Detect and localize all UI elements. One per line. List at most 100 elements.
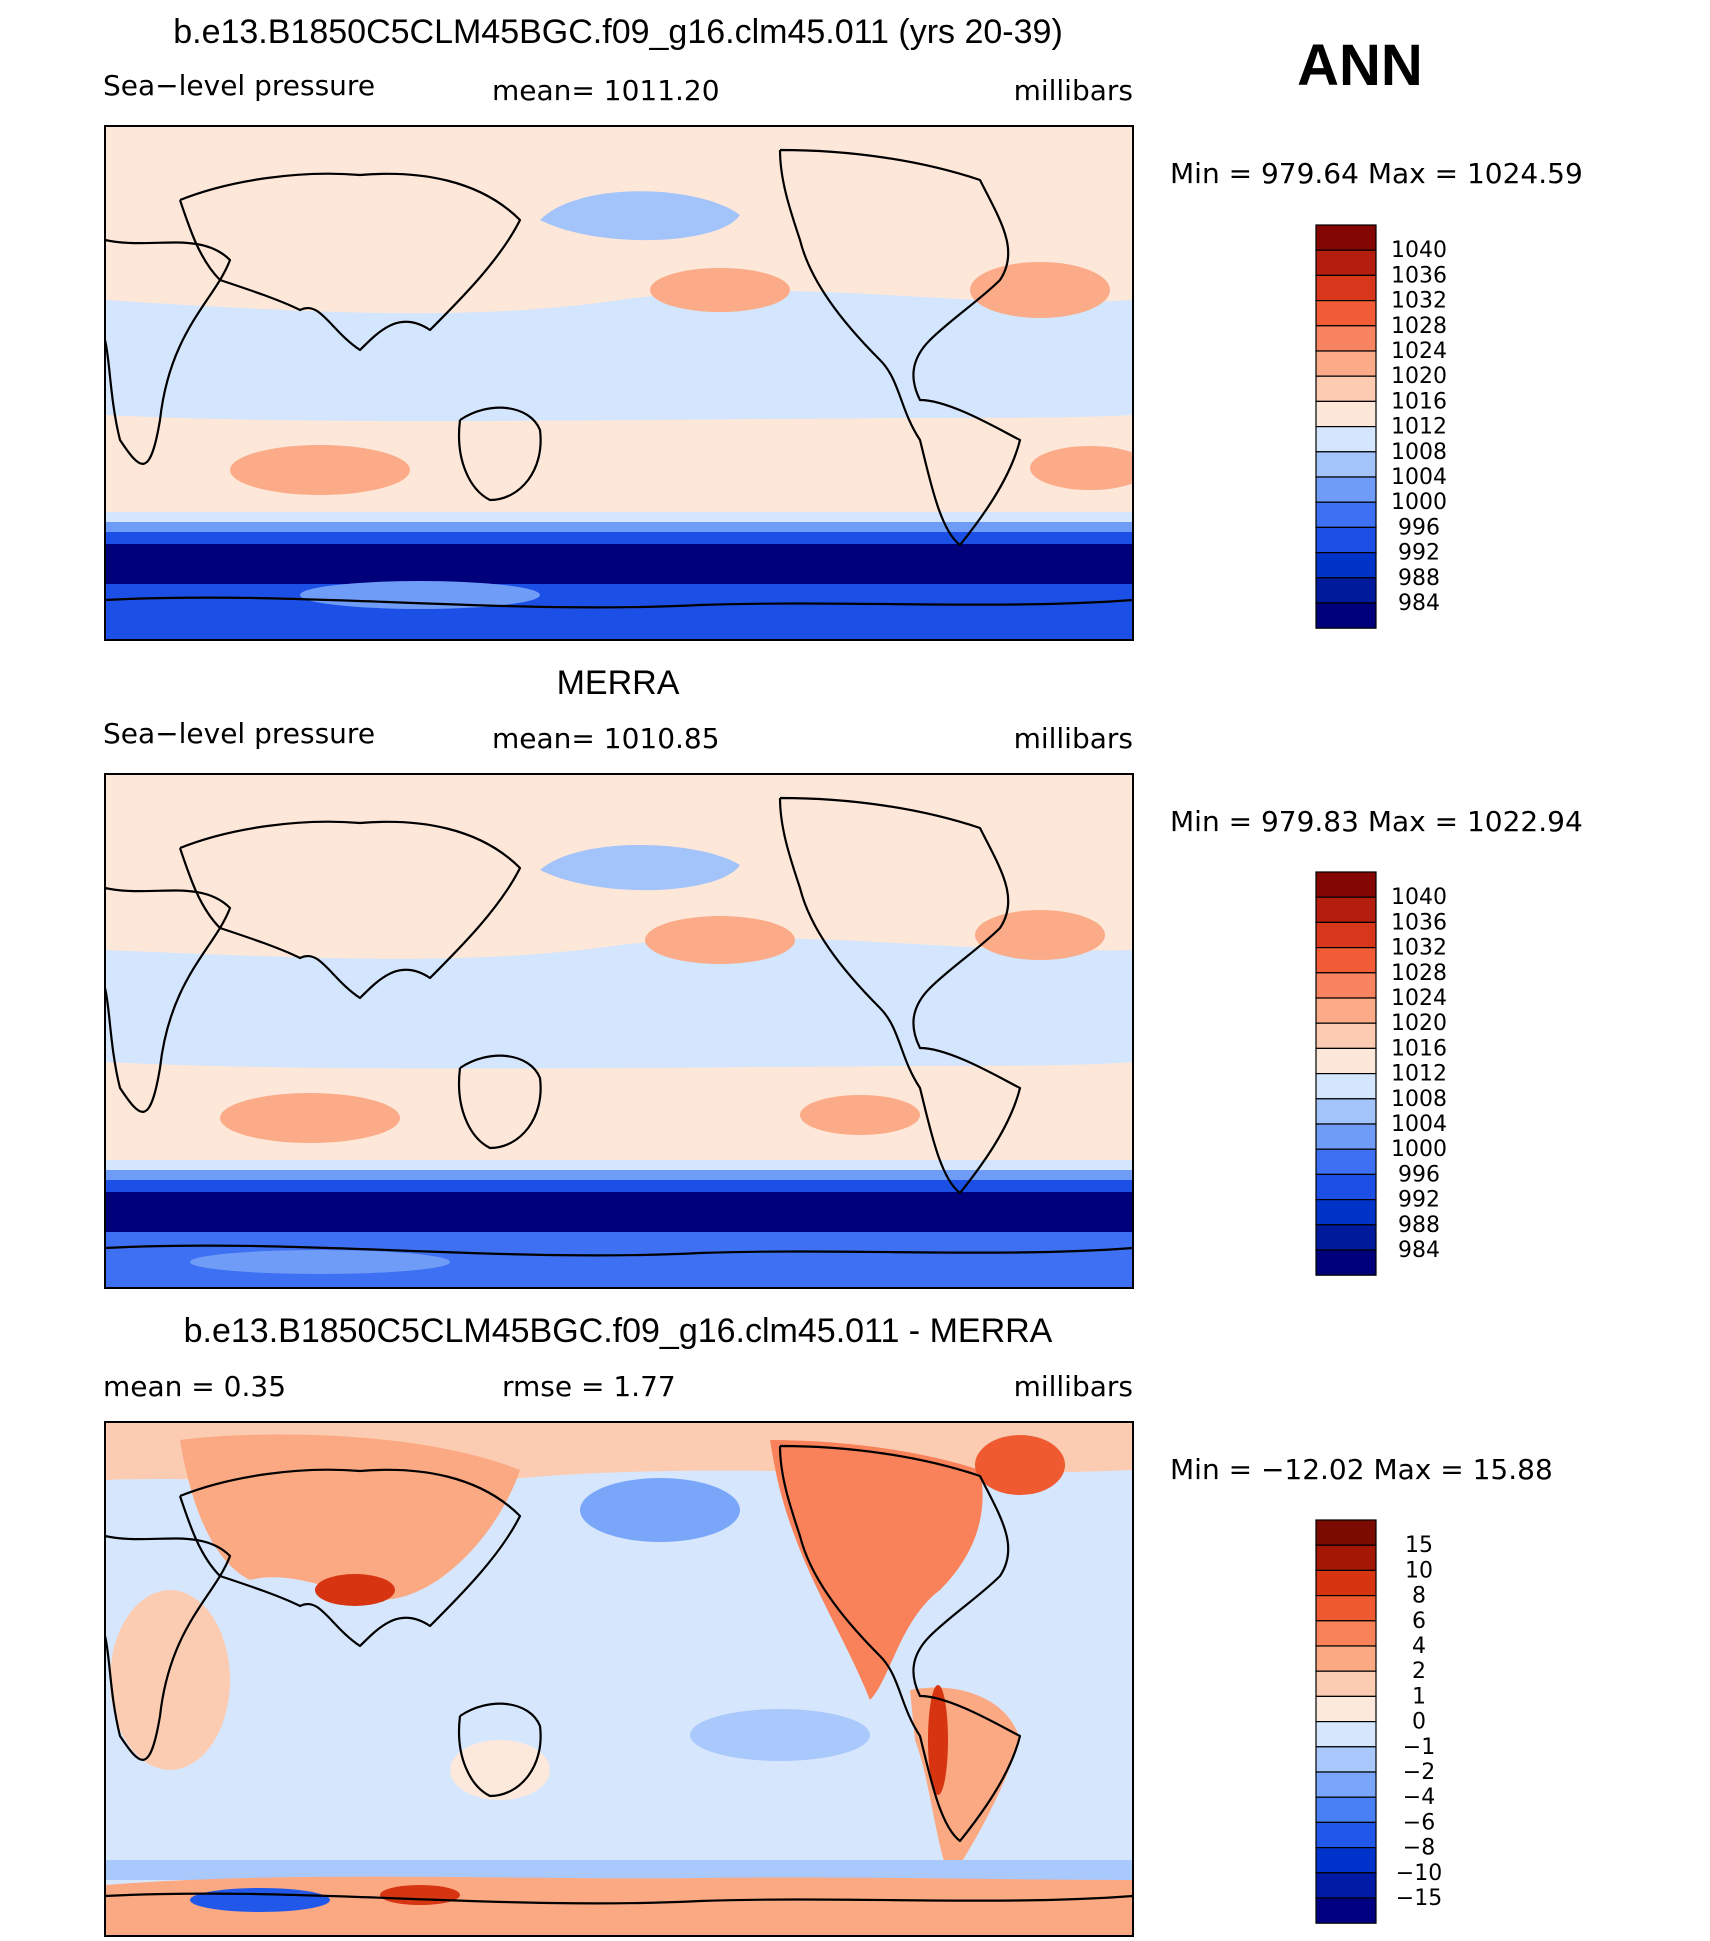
colorbar-box	[1315, 1846, 1377, 1874]
map-anomaly-africa	[110, 1590, 230, 1770]
colorbar-box	[1315, 1821, 1377, 1849]
colorbar-box	[1315, 896, 1377, 924]
colorbar-label: 2	[1412, 1659, 1426, 1684]
mean-label: mean= 1011.20	[492, 74, 720, 107]
colorbar-label: 0	[1412, 1710, 1426, 1735]
panel-model: b.e13.B1850C5CLM45BGC.f09_g16.clm45.011 …	[103, 13, 1583, 641]
colorbar-label: 1040	[1391, 238, 1447, 263]
map-band-antarctic	[105, 584, 1133, 640]
coastlines	[105, 1444, 1133, 1905]
colorbar-label: 1036	[1391, 263, 1447, 288]
map-band-southern-4	[105, 1192, 1133, 1232]
colorbar-label: 1000	[1391, 490, 1447, 515]
colorbar-box	[1315, 1620, 1377, 1647]
colorbar-box	[1315, 1544, 1377, 1571]
colorbar-label: 1020	[1391, 1011, 1447, 1036]
colorbar-box	[1315, 274, 1377, 302]
map-frame	[104, 773, 1134, 1289]
colorbar-box	[1315, 249, 1377, 276]
map-high-south-indian	[230, 445, 410, 495]
colorbar-label: 984	[1398, 1238, 1440, 1263]
colorbar-box	[1315, 1148, 1377, 1175]
colorbar: 1040103610321028102410201016101210081004…	[1315, 871, 1447, 1276]
colorbar-label: −15	[1396, 1886, 1442, 1911]
mean-label: mean= 1010.85	[492, 722, 720, 755]
colorbar-label: 984	[1398, 591, 1440, 616]
colorbar-label: 1016	[1391, 1036, 1447, 1061]
colorbar-label: 1028	[1391, 961, 1447, 986]
map-anomaly-south-pacific	[690, 1709, 870, 1761]
colorbar-box	[1315, 1047, 1377, 1075]
colorbar-box	[1315, 476, 1377, 503]
map-high-south-pacific	[800, 1095, 920, 1135]
colorbar-box	[1315, 1594, 1377, 1622]
map-field	[105, 774, 1133, 1288]
map-anomaly-antarctic-high	[380, 1885, 460, 1905]
variable-label: Sea−level pressure	[103, 717, 375, 750]
panel-title: b.e13.B1850C5CLM45BGC.f09_g16.clm45.011 …	[184, 1312, 1053, 1350]
colorbar-label: 988	[1398, 1213, 1440, 1238]
map-anomaly-north-america	[770, 1440, 983, 1700]
colorbar-label: 1012	[1391, 1062, 1447, 1087]
colorbar-box	[1315, 1098, 1377, 1125]
map-band-north-pacific-low	[540, 845, 740, 891]
colorbar-label: 1036	[1391, 910, 1447, 935]
panel-title: MERRA	[557, 664, 680, 702]
colorbar-box	[1315, 400, 1377, 428]
map-band-north-pacific-low	[540, 191, 740, 241]
colorbar-box	[1315, 1897, 1377, 1924]
map-anomaly-australia	[450, 1740, 550, 1800]
map-band-southern-3	[105, 532, 1133, 544]
colorbar-box	[1315, 1695, 1377, 1723]
colorbar-label: 1012	[1391, 415, 1447, 440]
colorbar-box	[1315, 1249, 1377, 1276]
map-frame	[104, 125, 1134, 641]
colorbar-box	[1315, 602, 1377, 629]
colorbar-label: −10	[1396, 1861, 1442, 1886]
map-anomaly-eurasia	[180, 1434, 520, 1600]
map-anomaly-andes	[928, 1685, 948, 1795]
map-band-southern-3	[105, 1180, 1133, 1192]
units-label: millibars	[1014, 722, 1133, 755]
map-high-south-indian	[220, 1093, 400, 1143]
variable-label: Sea−level pressure	[103, 69, 375, 102]
colorbar-label: 1004	[1391, 465, 1447, 490]
map-field	[105, 126, 1133, 640]
colorbar-box	[1315, 526, 1377, 554]
colorbar-label: 4	[1412, 1634, 1426, 1659]
colorbar-label: 996	[1398, 515, 1440, 540]
colorbar-label: 10	[1405, 1558, 1433, 1583]
map-high-north-pacific	[650, 268, 790, 312]
map-antarctic-patch	[190, 1250, 450, 1274]
colorbar-box	[1315, 1796, 1377, 1823]
colorbar-label: 1024	[1391, 986, 1447, 1011]
colorbar-label: 1016	[1391, 389, 1447, 414]
colorbar-box	[1315, 1022, 1377, 1050]
map-high-north-atlantic	[975, 910, 1105, 960]
colorbar-box	[1315, 224, 1377, 251]
map-anomaly-greenland	[975, 1435, 1065, 1495]
colorbar-box	[1315, 972, 1377, 999]
map-field	[105, 1422, 1133, 1936]
map-band-southern-1	[105, 512, 1133, 522]
colorbar-label: 1000	[1391, 1137, 1447, 1162]
colorbar-label: −6	[1403, 1810, 1435, 1835]
units-label: millibars	[1014, 1370, 1133, 1403]
colorbar-label: −4	[1403, 1785, 1435, 1810]
coastlines	[105, 148, 1133, 609]
colorbar-label: 1028	[1391, 314, 1447, 339]
colorbar-label: 1040	[1391, 885, 1447, 910]
map-anomaly-antarctica	[105, 1876, 1133, 1936]
season-label: ANN	[1297, 33, 1423, 98]
colorbar-label: 1004	[1391, 1112, 1447, 1137]
colorbar-label: −8	[1403, 1836, 1435, 1861]
panel-difference: b.e13.B1850C5CLM45BGC.f09_g16.clm45.011 …	[103, 1312, 1553, 1937]
minmax-label: Min = 979.83 Max = 1022.94	[1170, 805, 1583, 838]
map-high-north-atlantic	[970, 262, 1110, 318]
map-anomaly-north-pacific	[580, 1478, 740, 1542]
mean-label: mean = 0.35	[103, 1370, 286, 1403]
map-antarctic-patch	[300, 581, 540, 609]
rmse-label: rmse = 1.77	[502, 1370, 676, 1403]
colorbar-box	[1315, 921, 1377, 949]
